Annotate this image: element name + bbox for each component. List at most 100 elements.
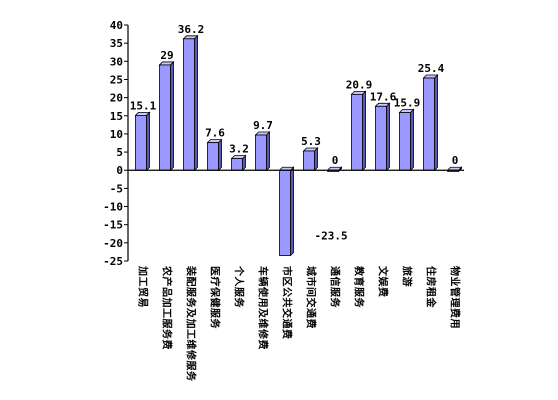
- svg-text:管: 管: [449, 287, 462, 297]
- data-label: 0: [452, 154, 459, 167]
- svg-text:通: 通: [329, 266, 341, 276]
- svg-text:工: 工: [137, 277, 148, 287]
- svg-text:费: 费: [377, 287, 390, 297]
- svg-text:间: 间: [305, 287, 318, 297]
- svg-text:维: 维: [257, 319, 270, 329]
- svg-text:装: 装: [185, 265, 198, 276]
- svg-text:服: 服: [233, 287, 245, 298]
- data-label: 0: [332, 154, 339, 167]
- svg-text:贸: 贸: [137, 287, 150, 297]
- svg-text:市: 市: [305, 277, 318, 287]
- svg-text:及: 及: [257, 308, 269, 319]
- data-label: -23.5: [315, 230, 348, 243]
- svg-text:旅: 旅: [401, 266, 414, 276]
- svg-text:服: 服: [209, 308, 221, 319]
- svg-text:加: 加: [137, 265, 150, 276]
- svg-text:费: 费: [305, 319, 318, 329]
- svg-text:疗: 疗: [209, 277, 222, 287]
- svg-text:育: 育: [353, 277, 366, 287]
- svg-text:品: 品: [161, 287, 173, 297]
- category-label: 旅游: [401, 266, 414, 287]
- y-tick-label: -10: [103, 201, 123, 214]
- y-tick-label: -25: [103, 255, 123, 268]
- bar: [182, 34, 199, 172]
- category-labels: 加工贸易农产品加工服务费装配服务及加工维修服务医疗保健服务个人服务车辆使用及维修…: [137, 265, 462, 382]
- data-label: 7.6: [205, 127, 225, 140]
- y-tick-label: -20: [103, 237, 123, 250]
- y-tick-label: -15: [103, 219, 123, 232]
- svg-text:信: 信: [329, 277, 342, 287]
- svg-text:加: 加: [185, 318, 198, 329]
- data-label: 15.1: [130, 99, 157, 112]
- bar: [398, 108, 415, 172]
- svg-text:务: 务: [329, 298, 342, 309]
- svg-text:产: 产: [161, 277, 174, 287]
- data-label: 36.2: [178, 23, 205, 36]
- svg-text:修: 修: [185, 349, 198, 361]
- data-labels: 15.1 29 36.2 7.6 3.2 9.7 -23.5 5.3 0 20.917.615.9…: [130, 23, 459, 243]
- data-label: 3.2: [229, 143, 249, 156]
- svg-text:务: 务: [185, 371, 198, 382]
- svg-text:费: 费: [281, 329, 294, 339]
- y-tick-label: 15: [110, 110, 123, 123]
- svg-text:费: 费: [161, 340, 174, 350]
- svg-text:市: 市: [281, 266, 294, 276]
- svg-text:通: 通: [281, 319, 293, 329]
- bar: [230, 154, 247, 172]
- bars-group: [134, 34, 463, 257]
- svg-text:房: 房: [425, 277, 438, 287]
- svg-text:车: 车: [257, 266, 270, 276]
- data-label: 15.9: [394, 97, 421, 110]
- y-tick-label: 0: [116, 164, 123, 177]
- svg-text:修: 修: [257, 328, 270, 340]
- svg-text:务: 务: [185, 298, 198, 309]
- svg-text:住: 住: [425, 266, 438, 276]
- data-label: 5.3: [301, 135, 321, 148]
- svg-text:个: 个: [233, 265, 246, 277]
- svg-text:务: 务: [353, 298, 366, 309]
- svg-text:服: 服: [353, 287, 365, 298]
- bar: [254, 131, 271, 172]
- svg-text:用: 用: [449, 318, 461, 329]
- svg-text:健: 健: [209, 298, 222, 308]
- svg-text:通: 通: [305, 308, 317, 318]
- svg-text:务: 务: [161, 329, 174, 340]
- svg-text:公: 公: [281, 287, 293, 297]
- svg-text:服: 服: [329, 287, 341, 298]
- svg-text:费: 费: [449, 308, 462, 318]
- svg-text:共: 共: [281, 298, 294, 308]
- data-label: 20.9: [346, 78, 373, 91]
- y-tick-label: 30: [110, 55, 123, 68]
- svg-text:保: 保: [209, 286, 222, 298]
- y-tick-label: -5: [110, 182, 123, 195]
- y-tick-label: 10: [110, 128, 123, 141]
- bar: [278, 166, 295, 257]
- svg-text:辆: 辆: [257, 277, 270, 287]
- y-axis: [124, 24, 464, 262]
- svg-text:及: 及: [185, 308, 197, 319]
- bar: [374, 102, 391, 172]
- svg-text:工: 工: [161, 308, 172, 318]
- svg-text:租: 租: [425, 287, 438, 297]
- svg-text:服: 服: [161, 319, 173, 330]
- svg-text:业: 业: [449, 277, 462, 287]
- bar: [422, 74, 439, 172]
- svg-text:费: 费: [257, 340, 270, 350]
- svg-text:服: 服: [185, 361, 197, 372]
- bar: [134, 111, 151, 172]
- svg-text:交: 交: [305, 298, 318, 308]
- svg-text:娱: 娱: [377, 277, 390, 288]
- svg-text:加: 加: [161, 297, 174, 308]
- y-tick-label: 35: [110, 37, 123, 50]
- svg-text:易: 易: [137, 298, 149, 308]
